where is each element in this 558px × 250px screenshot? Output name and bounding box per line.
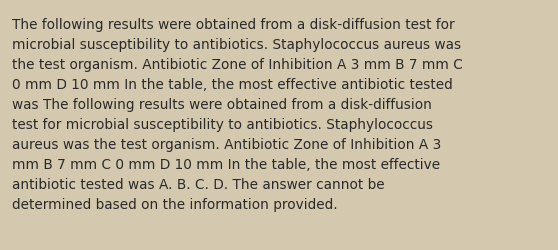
Text: The following results were obtained from a disk-diffusion test for
microbial sus: The following results were obtained from…	[12, 18, 463, 211]
